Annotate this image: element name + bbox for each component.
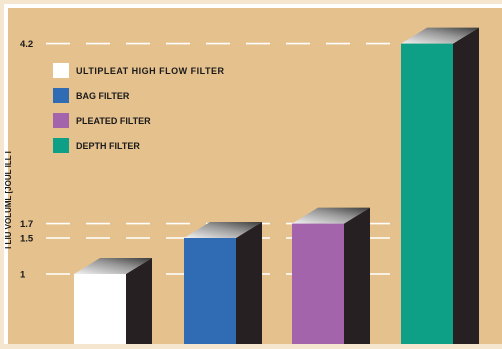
bar: [74, 274, 126, 346]
y-tick-label: 1: [20, 270, 26, 281]
legend-label: ULTIPLEAT HIGH FLOW FILTER: [76, 66, 225, 76]
bar-top: [74, 258, 152, 274]
bar-top: [184, 222, 262, 238]
bar-side: [344, 207, 370, 346]
bar-side: [126, 258, 152, 346]
bar: [292, 223, 344, 346]
bar: [184, 238, 236, 346]
bar-side: [453, 27, 479, 346]
bar: [401, 43, 453, 346]
legend-label: PLEATED FILTER: [76, 116, 151, 126]
legend-label: DEPTH FILTER: [76, 141, 140, 151]
bar-top: [292, 207, 370, 224]
y-tick-label: 1.7: [20, 219, 33, 230]
bar-side: [236, 222, 262, 346]
y-tick-label: 4.2: [20, 39, 33, 50]
legend-label: BAG FILTER: [76, 91, 130, 101]
bar-top: [401, 27, 479, 44]
y-axis-label: I LIU VOLUML [JOUL ILL I: [4, 151, 13, 249]
legend-swatch: [53, 138, 69, 153]
legend-swatch: [53, 63, 69, 78]
legend-swatch: [53, 88, 69, 103]
legend-swatch: [53, 113, 69, 128]
y-tick-label: 1.5: [20, 234, 34, 245]
